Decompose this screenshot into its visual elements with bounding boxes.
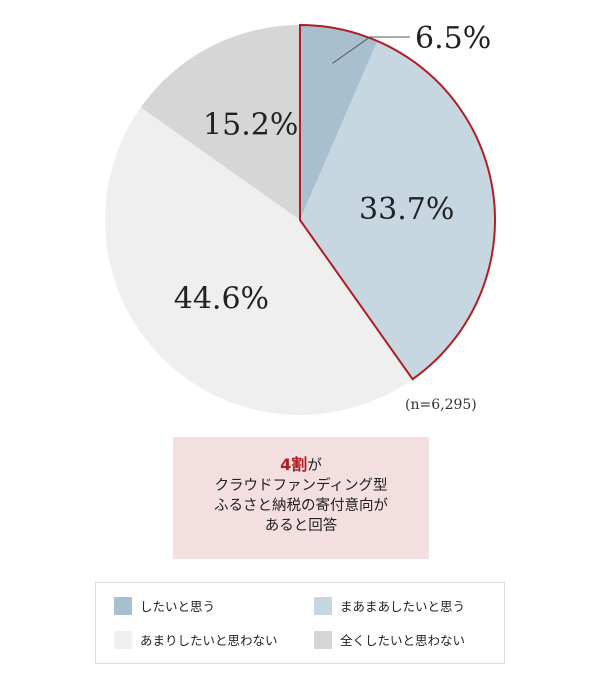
slice-maamaa [300,41,496,380]
slice-label-2: 33.7% [359,192,454,227]
pie-chart: 6.5% 33.7% 44.6% 15.2% [104,21,496,416]
slice-shitai [300,25,378,220]
legend-swatch-1 [114,596,132,615]
legend: したいと思う まあまあしたいと思う あまりしたいと思わない 全くしたいと思わない [95,582,505,664]
legend-label-2: まあまあしたいと思う [340,599,466,614]
leader-line [332,36,410,64]
callout-line-2: クラウドファンディング型 [214,478,388,494]
legend-item-1: したいと思う [114,596,215,615]
slice-mattaku [140,25,300,220]
slice-label-1: 6.5% [415,21,491,56]
callout-line-1: 4割が [173,455,429,476]
legend-swatch-3 [114,630,132,649]
legend-item-2: まあまあしたいと思う [314,596,465,615]
legend-item-3: あまりしたいと思わない [114,630,278,649]
legend-swatch-4 [314,630,332,649]
legend-label-3: あまりしたいと思わない [140,633,278,648]
slice-amari [104,107,413,416]
slice-label-3: 44.6% [174,282,269,317]
callout-line-3: ふるさと納税の寄付意向が [214,498,388,514]
legend-label-4: 全くしたいと思わない [340,633,466,648]
callout-accent: 4割 [280,455,308,474]
callout-accent-suffix: が [307,458,322,474]
summary-callout: 4割が クラウドファンディング型 ふるさと納税の寄付意向が あると回答 [173,437,429,559]
slice-label-4: 15.2% [203,108,298,143]
legend-swatch-2 [314,596,332,615]
legend-label-1: したいと思う [140,599,216,614]
legend-item-4: 全くしたいと思わない [314,630,465,649]
callout-line-4: あると回答 [264,518,338,534]
highlight-outline [299,23,496,381]
sample-size-label: (n=6,295) [405,397,477,413]
